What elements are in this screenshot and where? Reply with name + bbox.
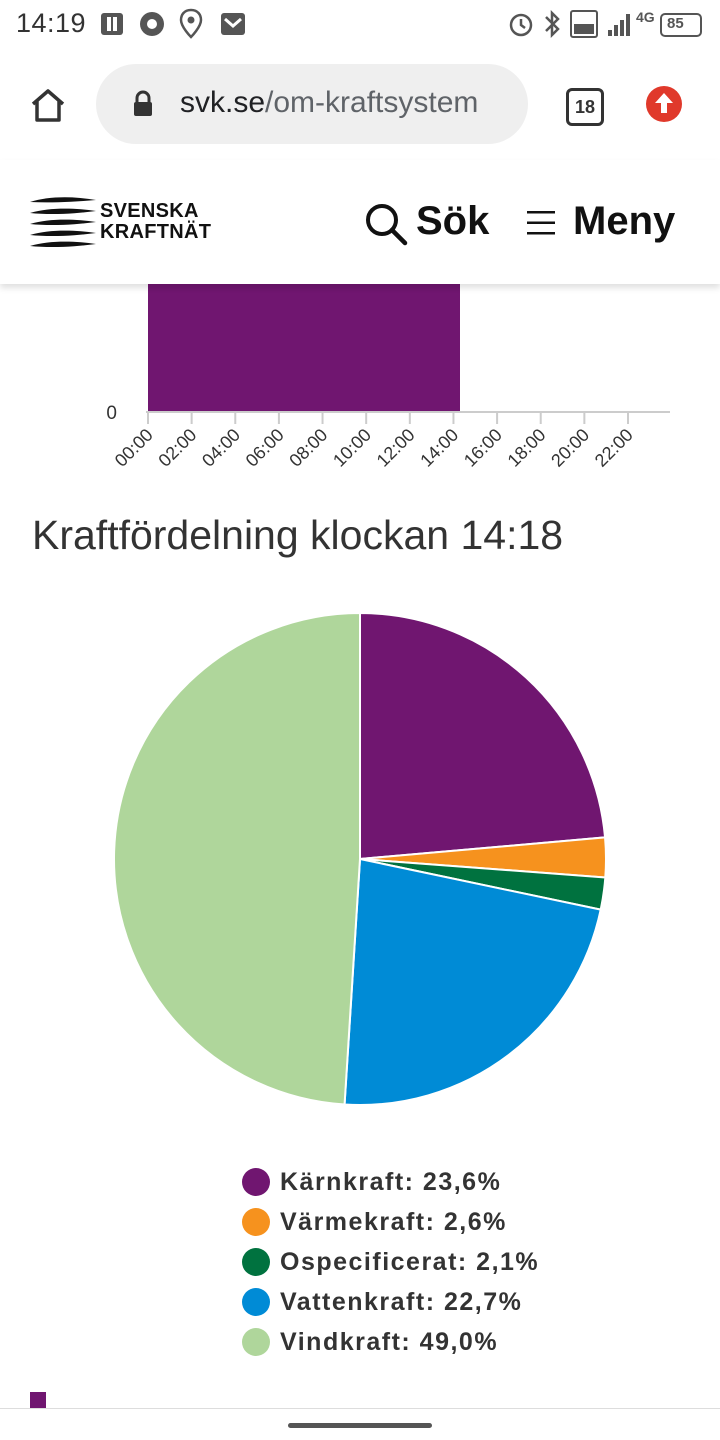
svenska-kraftnat-logo[interactable] <box>28 194 98 250</box>
legend-item[interactable]: Vattenkraft: 22,7% <box>242 1282 539 1322</box>
x-tick-label: 08:00 <box>285 425 331 471</box>
menu-button[interactable]: Meny <box>573 199 676 243</box>
legend-color-dot <box>242 1208 270 1236</box>
address-bar[interactable]: svk.se/om-kraftsystem <box>96 64 528 144</box>
x-tick-label: 16:00 <box>460 425 506 471</box>
status-time: 14:19 <box>16 8 87 38</box>
logo-text: SVENSKA KRAFTNÄT <box>100 201 211 243</box>
site-header: SVENSKA KRAFTNÄT Sök Meny <box>0 160 720 284</box>
x-tick-label: 00:00 <box>111 425 157 471</box>
x-tick-label: 22:00 <box>591 425 637 471</box>
battery-level: 85 <box>667 15 684 32</box>
search-button[interactable]: Sök <box>416 199 490 243</box>
legend-item[interactable]: Kärnkraft: 23,6% <box>242 1162 539 1202</box>
status-bar: 14:19 4G 85 <box>0 0 720 52</box>
gesture-handle[interactable] <box>288 1423 432 1428</box>
x-tick-label: 04:00 <box>198 425 244 471</box>
legend-label: Ospecificerat: 2,1% <box>280 1247 540 1276</box>
production-bar <box>148 284 460 412</box>
pie-slice-vattenkraft[interactable] <box>343 857 602 1106</box>
tab-switcher-button[interactable]: 18 <box>566 88 604 126</box>
network-type: 4G <box>636 9 655 25</box>
hamburger-menu-icon[interactable] <box>526 210 556 236</box>
battery-icon <box>660 13 702 37</box>
pie-slice-vindkraft[interactable] <box>113 611 361 1106</box>
x-tick-label: 10:00 <box>329 425 375 471</box>
url-path: /om-kraftsystem <box>265 86 479 119</box>
home-icon[interactable] <box>29 86 67 124</box>
update-icon[interactable] <box>644 84 684 124</box>
bluetooth-icon <box>545 9 560 39</box>
volte-icon <box>570 10 598 38</box>
x-tick-label: 14:00 <box>416 425 462 471</box>
next-chart-marker <box>30 1392 46 1408</box>
legend-item[interactable]: Ospecificerat: 2,1% <box>242 1242 539 1282</box>
nav-divider <box>0 1408 720 1409</box>
legend-color-dot <box>242 1288 270 1316</box>
signal-icon <box>608 14 630 36</box>
url-domain: svk.se <box>180 86 266 119</box>
pie-slice-krnkraft[interactable] <box>359 611 607 861</box>
lock-icon <box>134 90 152 116</box>
logo-line-2: KRAFTNÄT <box>100 221 212 243</box>
legend-label: Kärnkraft: 23,6% <box>280 1167 502 1196</box>
x-tick-label: 12:00 <box>373 425 419 471</box>
legend-color-dot <box>242 1168 270 1196</box>
url-text: svk.se/om-kraftsystem <box>180 86 478 120</box>
x-tick-label: 18:00 <box>504 425 550 471</box>
y-tick-label: 0 <box>106 403 117 424</box>
legend-label: Vindkraft: 49,0% <box>280 1327 499 1356</box>
x-tick-label: 20:00 <box>547 425 593 471</box>
alarm-icon <box>509 13 533 37</box>
x-tick-label: 06:00 <box>242 425 288 471</box>
browser-toolbar: svk.se/om-kraftsystem 18 <box>0 52 720 158</box>
search-icon[interactable] <box>364 202 408 246</box>
pie-legend: Kärnkraft: 23,6% Värmekraft: 2,6% Ospecifi… <box>242 1162 539 1362</box>
legend-item[interactable]: Värmekraft: 2,6% <box>242 1202 539 1242</box>
power-distribution-pie-chart <box>113 611 607 1106</box>
legend-label: Värmekraft: 2,6% <box>280 1207 507 1236</box>
x-tick-label: 02:00 <box>154 425 200 471</box>
legend-color-dot <box>242 1248 270 1276</box>
legend-item[interactable]: Vindkraft: 49,0% <box>242 1322 539 1362</box>
legend-color-dot <box>242 1328 270 1356</box>
pie-chart-title: Kraftfördelning klockan 14:18 <box>32 512 564 558</box>
legend-label: Vattenkraft: 22,7% <box>280 1287 523 1316</box>
logo-line-1: SVENSKA <box>100 200 199 222</box>
location-icon <box>179 8 203 39</box>
sim-card-icon <box>101 13 123 35</box>
production-bar-chart: 0 00:0002:0004:0006:0008:0010:0012:0014:… <box>106 284 670 471</box>
chrome-icon <box>140 12 164 36</box>
gmail-icon <box>221 13 245 35</box>
